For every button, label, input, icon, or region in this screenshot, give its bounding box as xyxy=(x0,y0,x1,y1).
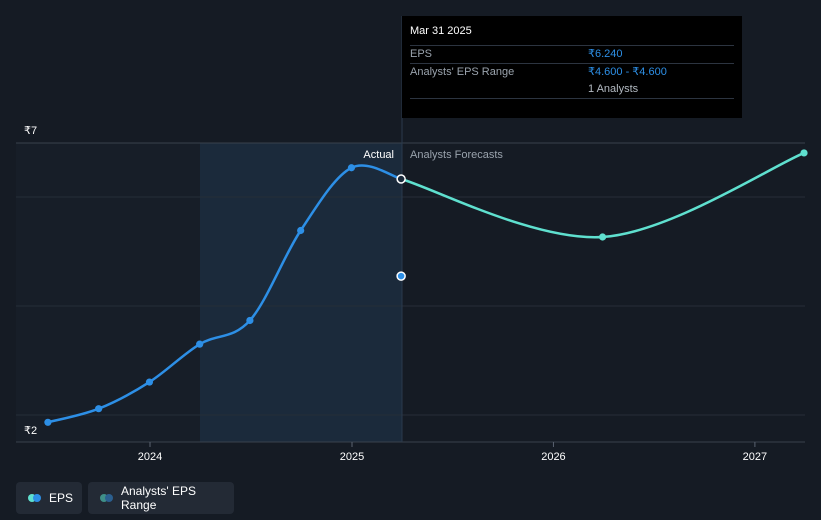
legend-range-button[interactable]: Analysts' EPS Range xyxy=(88,482,234,514)
tooltip-eps-value: ₹6.240 xyxy=(588,48,623,60)
eps-actual-line xyxy=(46,164,403,424)
eps-chart: ₹7 ₹2 Actual Analysts Forecasts 2024 2025… xyxy=(16,16,808,463)
eps-actual-point[interactable] xyxy=(347,164,356,172)
eps-range-point[interactable] xyxy=(396,271,406,281)
eps-legend-icon xyxy=(28,494,41,502)
tooltip-range-row: Analysts' EPS Range ₹4.600 - ₹4.600 1 An… xyxy=(410,64,734,99)
eps-forecast-point[interactable] xyxy=(598,233,607,241)
forecast-label: Analysts Forecasts xyxy=(410,149,503,161)
eps-actual-point[interactable] xyxy=(196,340,204,348)
eps-forecast-point[interactable] xyxy=(800,149,808,157)
eps-actual-point[interactable] xyxy=(246,316,254,325)
tooltip-range-value: ₹4.600 - ₹4.600 xyxy=(588,66,667,78)
actual-label: Actual xyxy=(363,149,394,161)
eps-actual-point[interactable] xyxy=(145,378,154,386)
y-tick-label-top: ₹7 xyxy=(24,125,37,137)
x-tick-label: 2024 xyxy=(138,451,162,463)
eps-actual-point[interactable] xyxy=(44,418,52,426)
range-legend-icon xyxy=(100,494,113,502)
eps-forecast-line xyxy=(399,151,806,239)
tooltip-eps-label: EPS xyxy=(410,48,433,60)
legend-range-label: Analysts' EPS Range xyxy=(121,484,196,512)
tooltip-eps-row: EPS ₹6.240 xyxy=(410,46,734,64)
y-tick-label-bottom: ₹2 xyxy=(24,425,37,437)
x-tick-label: 2026 xyxy=(541,451,565,463)
tooltip-date: Mar 31 2025 xyxy=(410,24,734,46)
eps-actual-point-highlighted[interactable] xyxy=(396,174,406,184)
eps-actual-point[interactable] xyxy=(95,405,103,413)
x-tick-label: 2027 xyxy=(743,451,767,463)
x-tick-label: 2025 xyxy=(340,451,364,463)
tooltip-analysts-count: 1 Analysts xyxy=(588,83,639,95)
tooltip-range-label: Analysts' EPS Range xyxy=(410,66,515,78)
legend-eps-button[interactable]: EPS xyxy=(16,482,82,514)
eps-actual-point[interactable] xyxy=(297,226,305,235)
hover-tooltip: Mar 31 2025 EPS ₹6.240 Analysts' EPS Ran… xyxy=(402,16,742,118)
actual-band xyxy=(200,143,402,442)
legend-eps-label: EPS xyxy=(49,491,74,505)
